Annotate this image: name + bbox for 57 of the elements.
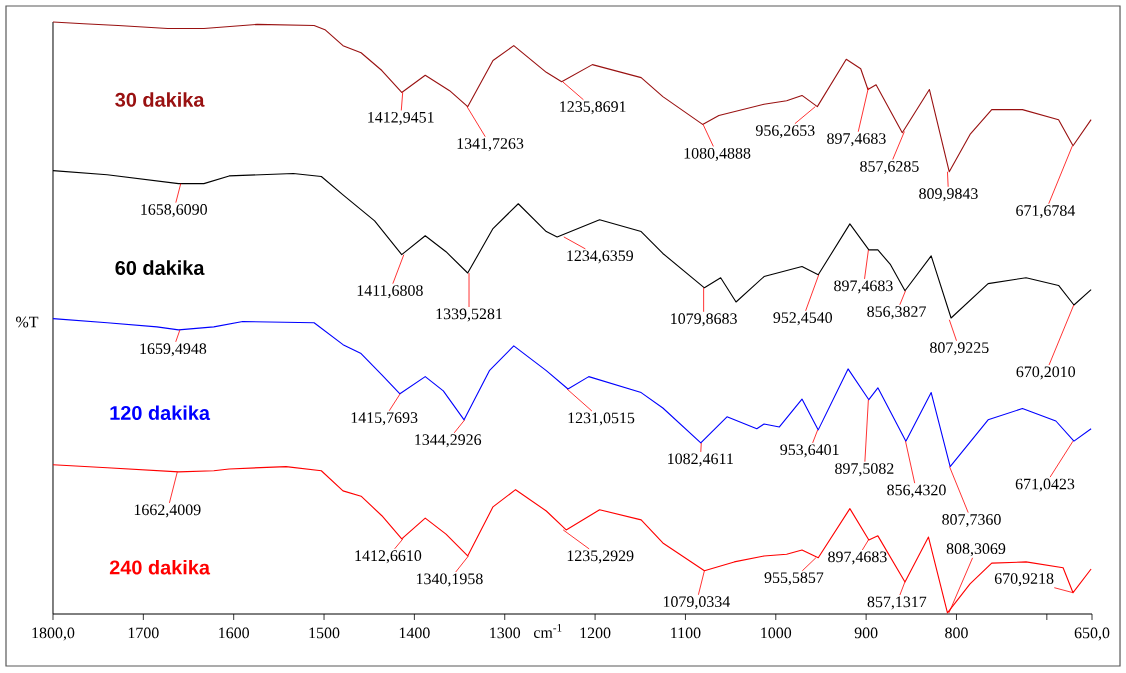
annotation: 952,4540: [773, 312, 833, 326]
annotation: 670,2010: [1016, 366, 1076, 380]
annotation: 856,4320: [887, 484, 946, 498]
annotation: 1344,2926: [415, 434, 482, 448]
annotation: 857,6285: [860, 160, 919, 175]
annotation: 670,9218: [994, 573, 1054, 587]
x-tick-label: 1000: [761, 627, 792, 639]
annotation: 807,9225: [930, 342, 989, 356]
annotation: 856,3827: [867, 306, 926, 320]
annotation: 1079,8683: [671, 313, 737, 327]
annotation: 897,4683: [834, 280, 893, 294]
annotation: 1339,5281: [436, 308, 502, 322]
annotation: 1079,0334: [663, 596, 730, 610]
annotation: 1412,6610: [355, 550, 422, 564]
x-tick-label: 650,0: [1074, 627, 1110, 641]
annotation: 1235,2929: [567, 550, 634, 564]
x-tick-label: 800: [945, 627, 968, 639]
annotation: 1340,1958: [416, 573, 483, 587]
annotation: 1658,6090: [141, 204, 207, 218]
x-tick-label: 1200: [580, 627, 611, 639]
annotation: 956,2653: [755, 125, 815, 139]
x-tick-label: 1100: [671, 627, 701, 639]
annotation: 1235,8691: [560, 101, 626, 115]
annotation: 671,6784: [1016, 205, 1076, 219]
annotation: 807,7360: [942, 514, 1001, 528]
annotation: 808,3069: [946, 543, 1006, 557]
x-tick-label: 900: [854, 627, 878, 639]
annotation: 897,4683: [827, 133, 886, 147]
annotation: 1412,9451: [368, 111, 434, 125]
y-axis-title: %T: [16, 316, 39, 328]
annotation: 671,0423: [1015, 478, 1075, 492]
text: 120 dakika: [110, 405, 211, 421]
annotation: 1082,4611: [668, 453, 733, 467]
annotation: 1341,7263: [457, 138, 524, 152]
annotation: 857,1317: [867, 596, 927, 610]
text: 240 dakika: [109, 559, 211, 575]
text: 30 dakika: [115, 92, 205, 107]
annotation: 953,6401: [780, 444, 839, 458]
x-tick-label: 1500: [309, 627, 340, 639]
x-tick-label: 1300: [490, 627, 521, 639]
annotation: 1659,4948: [140, 343, 207, 357]
annotation: 809,9843: [919, 188, 978, 202]
x-tick-label: 1600: [219, 627, 250, 639]
x-tick-label: 1400: [399, 627, 430, 639]
annotation: 1234,6359: [567, 250, 634, 264]
annotation: 897,4683: [828, 551, 887, 565]
annotation: 897,5082: [835, 463, 894, 477]
annotation: 1415,7693: [351, 412, 418, 426]
annotation: 1080,4888: [684, 147, 751, 161]
annotation: 955,5857: [764, 572, 824, 586]
x-tick-label: 1800,0: [32, 627, 75, 641]
x-axis-title: cm$^{-1}$: [533, 624, 562, 638]
x-tick-label: 1700: [128, 627, 159, 639]
text: 60 dakika: [115, 260, 205, 275]
annotation: 1231,0515: [568, 412, 635, 426]
annotation: 1411,6808: [357, 285, 423, 299]
annotation: 1662,4009: [134, 504, 201, 518]
